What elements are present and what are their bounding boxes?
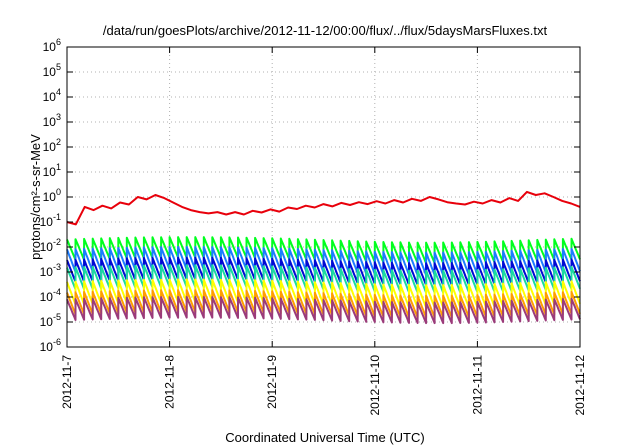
- y-tick-base: 10: [43, 40, 57, 54]
- y-tick-label: 100: [43, 187, 61, 204]
- y-tick-base: 10: [43, 90, 57, 104]
- y-tick-base: 10: [40, 315, 54, 329]
- x-tick-label: 2012-11-7: [60, 355, 74, 409]
- y-tick-exponent: 0: [56, 187, 61, 197]
- y-tick-exponent: -6: [53, 337, 61, 347]
- y-tick-exponent: 5: [56, 62, 61, 72]
- plot-frame: [66, 46, 581, 348]
- y-tick-base: 10: [43, 115, 57, 129]
- y-tick-label: 104: [43, 87, 61, 104]
- y-tick-label: 103: [43, 112, 61, 129]
- y-tick-exponent: -4: [53, 287, 61, 297]
- y-tick-label: 10-6: [40, 337, 61, 354]
- y-tick-base: 10: [43, 165, 57, 179]
- y-tick-label: 102: [43, 137, 61, 154]
- y-tick-label: 10-2: [40, 237, 61, 254]
- x-tick-label: 2012-11-8: [163, 355, 177, 409]
- y-tick-base: 10: [40, 340, 54, 354]
- series-line-1: [66, 190, 581, 226]
- y-tick-label: 105: [43, 62, 61, 79]
- x-tick-labels: 2012-11-7 2012-11-8 2012-11-9 2012-11-10 201…: [60, 355, 587, 416]
- x-tick-label: 2012-11-11: [470, 355, 484, 415]
- y-tick-label: 10-4: [40, 287, 61, 304]
- y-tick-exponent: 3: [56, 112, 61, 122]
- axes: [66, 46, 581, 348]
- y-tick-label: 10-5: [40, 312, 61, 329]
- y-tick-label: 10-1: [40, 212, 61, 229]
- series-line-8: [66, 296, 581, 325]
- y-tick-base: 10: [40, 240, 54, 254]
- x-tick-label: 2012-11-10: [368, 355, 382, 416]
- x-tick-label: 2012-11-12: [573, 355, 587, 416]
- y-tick-exponent: 1: [56, 162, 61, 172]
- y-tick-exponent: 4: [56, 87, 61, 97]
- y-tick-exponent: -1: [53, 212, 61, 222]
- y-tick-exponent: 6: [56, 37, 61, 47]
- y-tick-base: 10: [43, 65, 57, 79]
- y-axis-label: protons/cm²-s-sr-MeV: [28, 134, 43, 260]
- y-tick-label: 106: [43, 37, 61, 54]
- y-tick-exponent: -3: [53, 262, 61, 272]
- y-tick-base: 10: [40, 265, 54, 279]
- x-tick-label: 2012-11-9: [265, 355, 279, 409]
- y-tick-label: 101: [43, 162, 61, 179]
- y-tick-base: 10: [40, 290, 54, 304]
- y-tick-base: 10: [40, 215, 54, 229]
- y-tick-label: 10-3: [40, 262, 61, 279]
- series-lines: [66, 190, 581, 325]
- y-tick-labels: 10-610-510-410-310-210-11001011021031041…: [40, 37, 61, 354]
- y-tick-exponent: -2: [53, 237, 61, 247]
- x-axis-label: Coordinated Universal Time (UTC): [225, 430, 424, 445]
- y-tick-base: 10: [43, 190, 57, 204]
- y-tick-exponent: 2: [56, 137, 61, 147]
- y-tick-exponent: -5: [53, 312, 61, 322]
- chart-title: /data/run/goesPlots/archive/2012-11-12/0…: [103, 23, 548, 38]
- y-tick-base: 10: [43, 140, 57, 154]
